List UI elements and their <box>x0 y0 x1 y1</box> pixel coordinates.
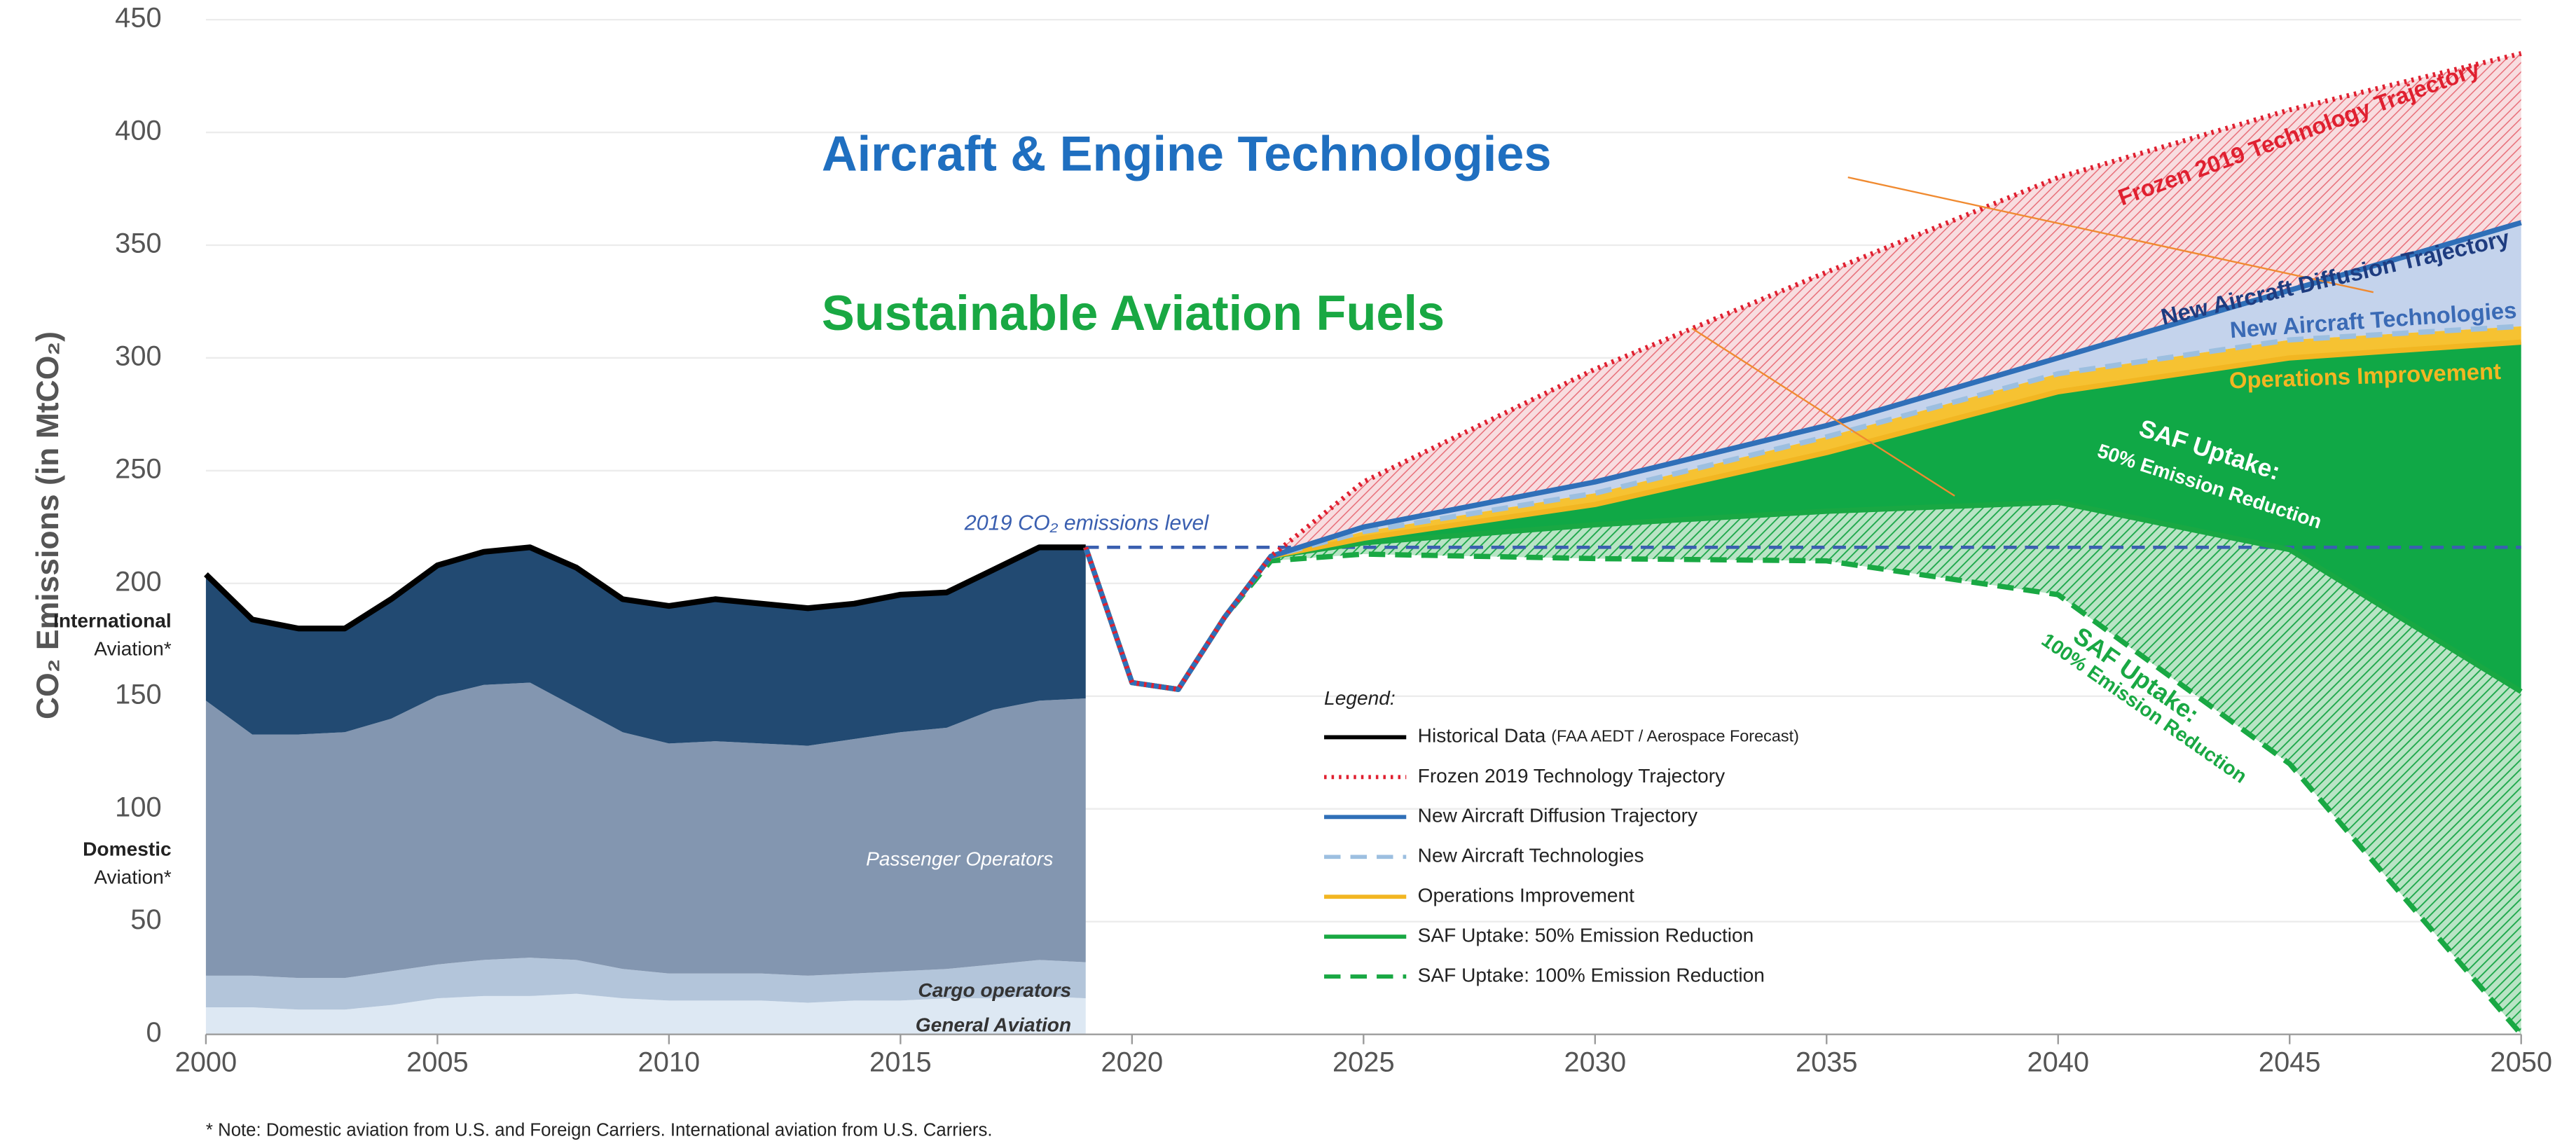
series-line <box>1083 220 2522 692</box>
legend-label: New Aircraft Technologies <box>1418 845 1644 867</box>
y-tick-label: 400 <box>115 116 161 146</box>
legend-label: Operations Improvement <box>1418 885 1635 906</box>
stack-area <box>205 958 1086 1010</box>
y-tick-label: 350 <box>115 228 161 259</box>
side-label: International <box>53 610 172 632</box>
area-label: Cargo operators <box>918 979 1071 1001</box>
band <box>1085 53 2521 690</box>
y-tick-label: 250 <box>115 453 161 484</box>
headline: Sustainable Aviation Fuels <box>822 285 1445 340</box>
y-tick-label: 100 <box>115 792 161 822</box>
legend-label-part: (FAA AEDT / Aerospace Forecast) <box>1551 727 1799 745</box>
stack-area <box>205 547 1086 746</box>
side-label: Domestic <box>83 838 172 860</box>
x-tick-label: 2000 <box>175 1047 237 1077</box>
legend-label: Historical Data (FAA AEDT / Aerospace Fo… <box>1418 725 1799 747</box>
y-tick-label: 200 <box>115 566 161 597</box>
arrow <box>1847 176 2374 294</box>
x-tick-label: 2050 <box>2490 1047 2552 1077</box>
y-tick-label: 150 <box>115 679 161 710</box>
y-tick-label: 450 <box>115 3 161 34</box>
legend-label: SAF Uptake: 50% Emission Reduction <box>1418 925 1754 946</box>
band <box>1085 342 2521 692</box>
legend-title: Legend: <box>1324 687 1396 709</box>
band <box>1085 222 2521 690</box>
y-tick-label: 300 <box>115 340 161 371</box>
historical-line <box>204 544 1086 632</box>
x-tick-label: 2045 <box>2259 1047 2321 1077</box>
series-line <box>1083 324 2521 692</box>
arrow <box>1691 327 1955 497</box>
footnote: * Note: Domestic aviation from U.S. and … <box>206 1121 993 1140</box>
y-tick-label: 0 <box>146 1017 161 1048</box>
y-axis-label: CO₂ Emissions (in MtCO₂) <box>31 331 65 719</box>
stack-area <box>205 993 1086 1035</box>
x-tick-label: 2035 <box>1796 1047 1858 1077</box>
stack-area <box>205 682 1086 979</box>
x-tick-label: 2040 <box>2027 1047 2089 1077</box>
x-tick-label: 2030 <box>1564 1047 1626 1077</box>
legend-label: New Aircraft Diffusion Trajectory <box>1418 805 1697 827</box>
legend-label: SAF Uptake: 100% Emission Reduction <box>1418 965 1765 986</box>
series-line <box>1083 50 2522 692</box>
x-tick-label: 2020 <box>1101 1047 1164 1077</box>
area-label: Passenger Operators <box>866 848 1053 870</box>
band <box>1085 502 2521 1035</box>
x-tick-label: 2005 <box>406 1047 469 1077</box>
headline: Aircraft & Engine Technologies <box>822 126 1552 181</box>
side-label: Aviation* <box>94 638 171 660</box>
x-tick-label: 2015 <box>869 1047 932 1077</box>
legend-label-space <box>1545 725 1551 747</box>
x-tick-label: 2025 <box>1332 1047 1395 1077</box>
side-label: Aviation* <box>94 866 171 888</box>
legend-label-part: Historical Data <box>1418 725 1546 747</box>
x-tick-label: 2010 <box>638 1047 701 1077</box>
legend-label: Frozen 2019 Technology Trajectory <box>1418 765 1726 787</box>
y-tick-label: 50 <box>130 904 161 935</box>
area-label: General Aviation <box>916 1014 1071 1035</box>
reference-label: 2019 CO₂ emissions level <box>964 511 1210 535</box>
